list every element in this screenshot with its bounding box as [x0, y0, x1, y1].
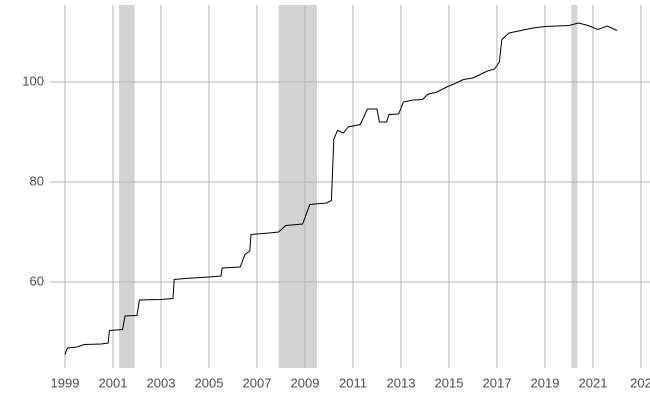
x-tick-label: 2019 [531, 375, 560, 390]
line [64, 22, 618, 355]
y-tick-label: 100 [22, 73, 44, 88]
x-tick-label: 1999 [51, 375, 80, 390]
shaded-period [571, 5, 578, 368]
x-tick-label: 2017 [483, 375, 512, 390]
x-tick-label: 2021 [579, 375, 608, 390]
y-tick-label: 60 [30, 273, 44, 288]
x-tick-label: 2003 [147, 375, 176, 390]
x-tick-label: 2007 [243, 375, 272, 390]
y-tick-label: 80 [30, 173, 44, 188]
x-tick-label: 202 [630, 375, 650, 390]
x-tick-label: 2015 [435, 375, 464, 390]
x-tick-label: 2001 [99, 375, 128, 390]
x-tick-label: 2013 [387, 375, 416, 390]
x-tick-label: 2005 [195, 375, 224, 390]
x-tick-label: 2009 [291, 375, 320, 390]
shaded-period [278, 5, 317, 368]
shaded-period [119, 5, 135, 368]
x-tick-label: 2011 [339, 375, 367, 390]
